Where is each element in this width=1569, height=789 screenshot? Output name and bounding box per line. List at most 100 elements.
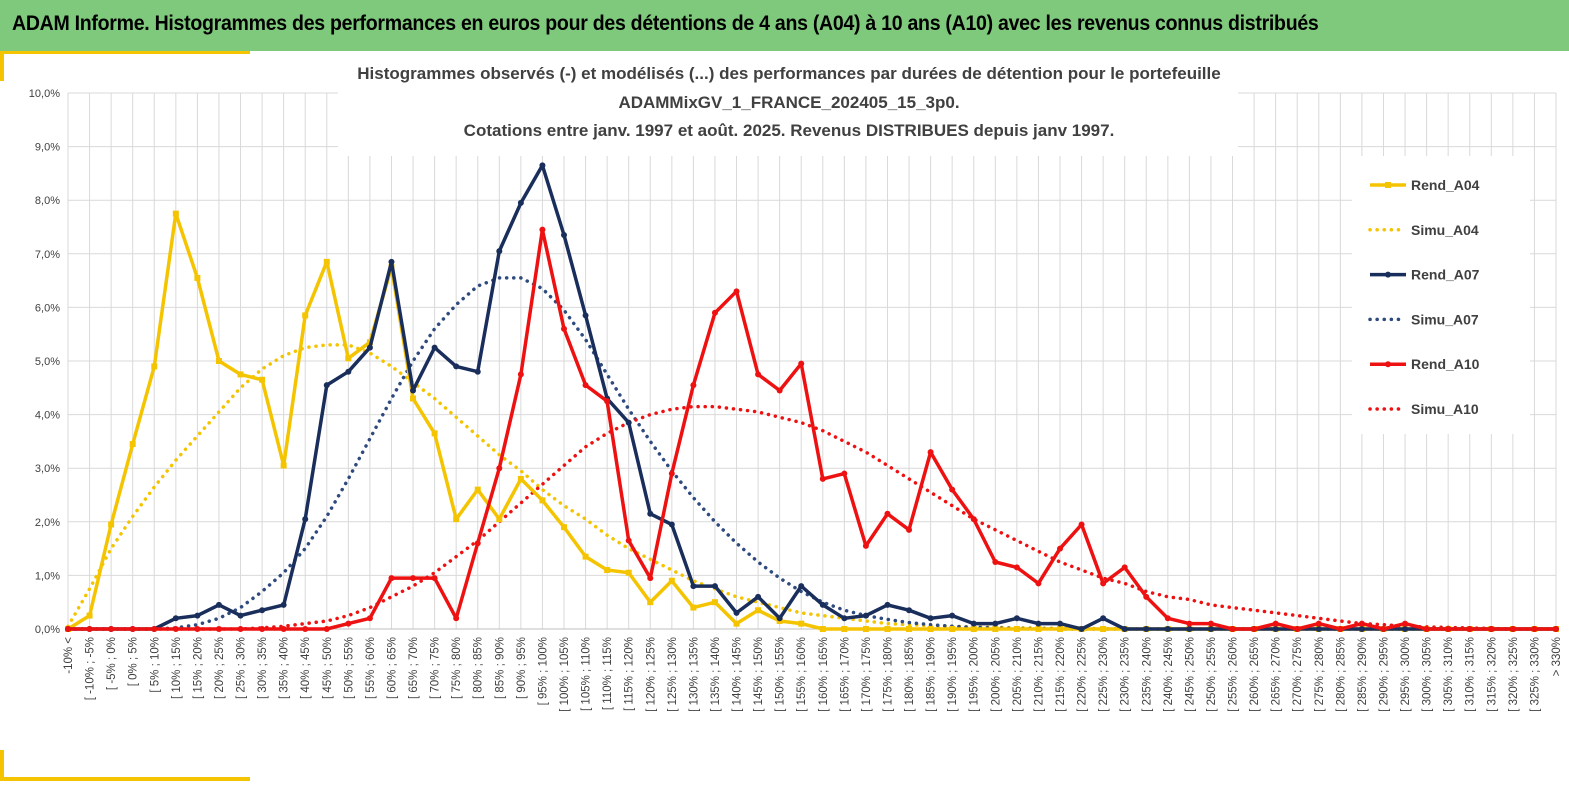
data-point bbox=[194, 274, 201, 281]
x-tick-label: [ 170% ; 175% bbox=[861, 637, 873, 712]
data-point bbox=[108, 521, 115, 528]
data-point bbox=[172, 615, 179, 622]
legend-item: Rend_A07 bbox=[1370, 267, 1480, 283]
data-point bbox=[690, 382, 697, 389]
x-tick-label: [ 30% ; 35% bbox=[257, 637, 269, 699]
data-point bbox=[1035, 620, 1042, 627]
data-point bbox=[604, 398, 611, 405]
x-tick-label: [ 15% ; 20% bbox=[192, 637, 204, 699]
data-point bbox=[1164, 615, 1171, 622]
series-line bbox=[68, 227, 1556, 631]
x-tick-label: [ -5% ; 0% bbox=[106, 637, 118, 690]
data-point bbox=[1466, 626, 1473, 632]
x-tick-label: [ 240% ; 245% bbox=[1163, 637, 1175, 712]
x-tick-label: [ 135% ; 140% bbox=[710, 637, 722, 712]
data-point bbox=[259, 626, 266, 632]
y-tick-label: 1,0% bbox=[35, 570, 60, 582]
data-point bbox=[884, 601, 891, 608]
data-point bbox=[474, 368, 481, 375]
page-title: ADAM Informe. Histogrammes des performan… bbox=[12, 12, 1319, 35]
data-point bbox=[86, 612, 93, 619]
x-tick-label: [ 55% ; 60% bbox=[365, 637, 377, 699]
x-tick-label: [ 35% ; 40% bbox=[279, 637, 291, 699]
data-point bbox=[302, 516, 309, 523]
x-tick-label: [ 185% ; 190% bbox=[926, 637, 938, 712]
x-tick-label: [ 255% ; 260% bbox=[1228, 637, 1240, 712]
data-point bbox=[1294, 626, 1301, 632]
x-tick-label: [ 40% ; 45% bbox=[300, 637, 312, 699]
header-banner: ADAM Informe. Histogrammes des performan… bbox=[0, 0, 1569, 51]
x-tick-label: [ 250% ; 255% bbox=[1206, 637, 1218, 712]
data-point bbox=[1509, 626, 1516, 632]
x-tick-label: [ 235% ; 240% bbox=[1141, 637, 1153, 712]
data-point bbox=[819, 626, 826, 632]
data-point bbox=[906, 607, 913, 614]
data-point bbox=[194, 626, 201, 632]
x-tick-label: [ 105% ; 110% bbox=[581, 637, 593, 711]
data-point bbox=[1100, 580, 1107, 587]
data-point bbox=[755, 593, 762, 600]
data-point bbox=[1186, 626, 1193, 632]
x-tick-label: [ 80% ; 85% bbox=[473, 637, 485, 699]
x-tick-label: [ 110% ; 115% bbox=[602, 637, 614, 710]
x-tick-label: [ 85% ; 90% bbox=[494, 637, 506, 699]
data-point bbox=[1121, 626, 1128, 632]
data-point bbox=[776, 387, 783, 394]
data-point bbox=[711, 309, 718, 316]
data-point bbox=[517, 199, 524, 206]
legend-item: Simu_A07 bbox=[1368, 311, 1479, 327]
data-point bbox=[1013, 564, 1020, 571]
data-point bbox=[129, 441, 136, 448]
y-tick-label: 8,0% bbox=[35, 195, 60, 207]
x-tick-label: [ 50% ; 55% bbox=[343, 637, 355, 699]
x-tick-label: [ 275% ; 280% bbox=[1314, 637, 1326, 712]
data-point bbox=[992, 620, 999, 627]
x-tick-label: [ 130% ; 135% bbox=[688, 637, 700, 712]
x-tick-label: > 330% bbox=[1551, 637, 1563, 676]
legend-item: Rend_A04 bbox=[1370, 177, 1480, 193]
data-point bbox=[927, 615, 934, 622]
series-line bbox=[66, 404, 1558, 631]
data-point bbox=[561, 325, 567, 332]
x-tick-label: [ 305% ; 310% bbox=[1443, 637, 1455, 712]
data-point bbox=[1402, 620, 1409, 627]
chart-title-line: Cotations entre janv. 1997 et août. 2025… bbox=[464, 121, 1115, 140]
x-tick-label: [ 300% ; 305% bbox=[1422, 637, 1434, 712]
data-point bbox=[1164, 626, 1171, 632]
data-point bbox=[410, 395, 417, 402]
data-point bbox=[215, 358, 222, 364]
x-tick-label: [ 70% ; 75% bbox=[430, 637, 442, 699]
accent-line-left bbox=[0, 51, 4, 81]
data-point bbox=[992, 626, 999, 632]
x-tick-label: [ 315% ; 320% bbox=[1486, 637, 1498, 712]
data-point bbox=[1488, 626, 1495, 632]
data-point bbox=[215, 626, 222, 632]
data-point bbox=[1315, 626, 1322, 632]
data-point bbox=[604, 567, 611, 574]
x-tick-label: [ 260% ; 265% bbox=[1249, 637, 1261, 712]
data-point bbox=[1380, 626, 1387, 632]
data-point bbox=[668, 577, 675, 584]
data-point bbox=[819, 601, 826, 608]
y-tick-label: 4,0% bbox=[35, 410, 60, 422]
data-point bbox=[259, 376, 266, 383]
data-point bbox=[949, 486, 956, 493]
x-tick-label: [ 75% ; 80% bbox=[451, 637, 463, 699]
x-tick-label: [ 95% ; 100% bbox=[537, 637, 549, 705]
data-point bbox=[798, 360, 805, 367]
data-point bbox=[431, 430, 438, 437]
data-point bbox=[1100, 626, 1107, 632]
data-point bbox=[970, 626, 977, 632]
data-point bbox=[1272, 620, 1279, 627]
data-point bbox=[1423, 626, 1430, 632]
data-point bbox=[906, 626, 913, 632]
data-point bbox=[841, 470, 848, 477]
data-point bbox=[884, 510, 891, 517]
x-tick-label: [ 245% ; 250% bbox=[1184, 637, 1196, 712]
x-tick-label: [ 5% ; 10% bbox=[149, 637, 161, 693]
chart-title-line: Histogrammes observés (-) et modélisés (… bbox=[357, 64, 1220, 83]
x-tick-label: [ 280% ; 285% bbox=[1335, 637, 1347, 712]
data-point bbox=[108, 626, 115, 632]
data-point bbox=[906, 526, 913, 533]
chart: Histogrammes observés (-) et modélisés (… bbox=[29, 64, 1563, 712]
